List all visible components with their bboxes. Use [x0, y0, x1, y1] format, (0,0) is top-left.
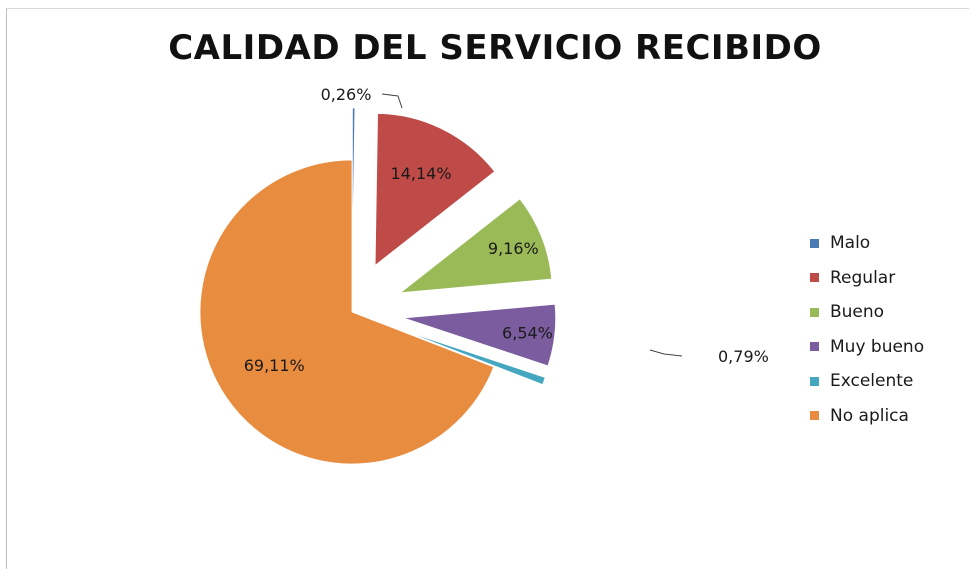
legend-item-malo: Malo: [810, 226, 924, 261]
legend-swatch: [810, 273, 819, 283]
legend-swatch: [810, 342, 819, 352]
legend-item-muy-bueno: Muy bueno: [810, 330, 924, 365]
pie-slice-bueno: [399, 198, 553, 294]
leader-line-excelente: [649, 349, 683, 357]
legend-label: Bueno: [830, 302, 885, 323]
data-label-malo: 0,26%: [321, 85, 372, 104]
legend-item-no-aplica: No aplica: [810, 399, 924, 434]
legend-item-regular: Regular: [810, 261, 924, 296]
legend-swatch: [810, 376, 819, 386]
legend-label: Muy bueno: [830, 336, 925, 357]
chart-legend: Malo Regular Bueno Muy bueno Excelente N…: [810, 226, 924, 433]
chart-frame: [6, 8, 969, 569]
legend-swatch: [810, 238, 819, 248]
chart-title: CALIDAD DEL SERVICIO RECIBIDO: [168, 28, 822, 68]
legend-label: No aplica: [830, 405, 909, 426]
legend-swatch: [810, 411, 819, 421]
legend-label: Excelente: [830, 371, 914, 392]
pie-slice-muy-bueno: [403, 303, 557, 367]
data-label-regular: 14,14%: [391, 164, 452, 183]
legend-swatch: [810, 307, 819, 317]
pie-slice-excelente: [400, 329, 546, 386]
leader-line-malo: [381, 93, 403, 109]
data-label-muy-bueno: 6,54%: [502, 323, 553, 342]
data-label-bueno: 9,16%: [488, 239, 539, 258]
pie-slice-regular: [374, 113, 496, 267]
legend-item-bueno: Bueno: [810, 295, 924, 330]
pie-slice-no-aplica: [199, 159, 495, 465]
legend-item-excelente: Excelente: [810, 364, 924, 399]
legend-label: Malo: [830, 233, 871, 254]
pie-slice-malo: [352, 107, 356, 261]
data-label-excelente: 0,79%: [718, 347, 769, 366]
legend-label: Regular: [830, 267, 896, 288]
data-label-no-aplica: 69,11%: [244, 356, 305, 375]
